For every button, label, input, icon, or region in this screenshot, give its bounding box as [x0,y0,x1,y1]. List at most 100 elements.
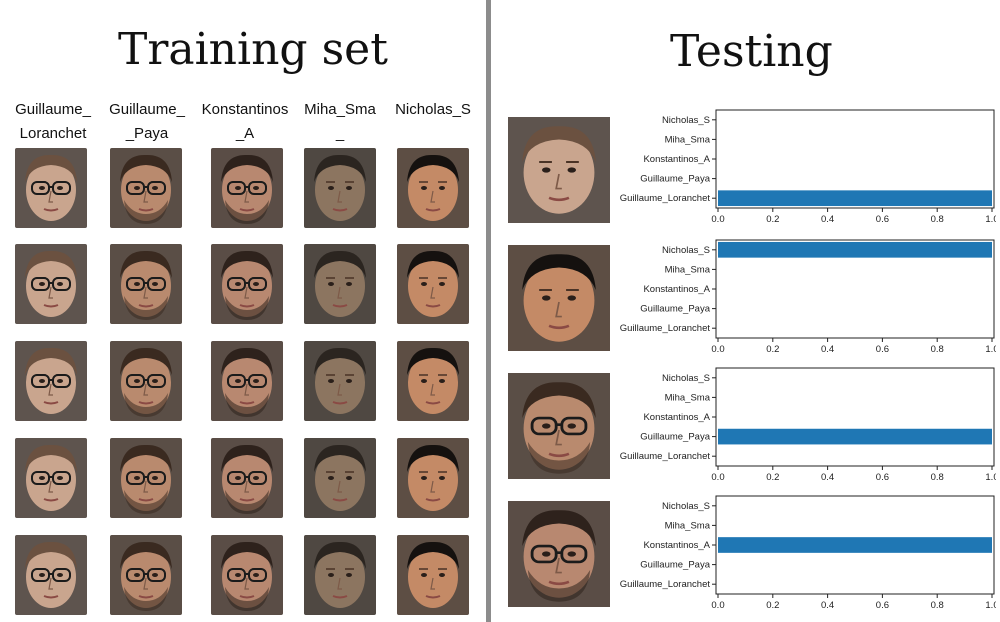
prediction-bar-chart: Guillaume_Loranchet Guillaume_Paya Konstan… [620,366,996,484]
y-tick-label: Guillaume_Paya [640,560,710,571]
y-tick-label: Guillaume_Paya [640,174,710,185]
y-tick-label: Nicholas_S [662,115,710,126]
y-tick-label: Konstantinos_A [643,154,710,165]
x-tick-label: 0.0 [711,600,724,611]
prediction-chart-svg: Guillaume_Loranchet Guillaume_Paya Konstan… [620,495,996,611]
face-image [304,341,376,421]
face-image [15,341,87,421]
face-image [211,148,283,228]
test-face-photo [508,245,610,351]
x-tick-label: 0.4 [821,472,834,483]
face-image [397,535,469,615]
face-image [110,244,182,324]
face-image [110,438,182,518]
x-tick-label: 0.0 [711,214,724,225]
panel-divider [486,0,491,622]
prediction-chart-svg: Guillaume_Loranchet Guillaume_Paya Konstan… [620,367,996,483]
test-face-photo [508,501,610,607]
training-face-photo [15,244,87,324]
training-face-photo [211,341,283,421]
face-image [304,244,376,324]
prediction-chart-svg: Guillaume_Loranchet Guillaume_Paya Konstan… [620,109,996,225]
face-image [397,438,469,518]
training-set-title: Training set [118,24,388,75]
x-tick-label: 1.0 [985,472,996,483]
y-tick-label: Guillaume_Loranchet [620,323,710,334]
testing-title: Testing [670,26,833,77]
training-face-photo [304,438,376,518]
y-tick-label: Nicholas_S [662,245,710,256]
face-image [508,117,610,223]
x-tick-label: 0.4 [821,344,834,355]
training-face-photo [110,148,182,228]
training-face-photo [110,438,182,518]
x-tick-label: 0.2 [766,344,779,355]
test-face-photo [508,117,610,223]
y-tick-label: Miha_Sma [665,134,711,145]
class-label: Konstantinos _A [201,101,289,142]
y-tick-label: Konstantinos_A [643,284,710,295]
y-tick-label: Nicholas_S [662,501,710,512]
x-tick-label: 0.6 [876,344,889,355]
face-image [211,341,283,421]
face-image [110,148,182,228]
face-image [397,148,469,228]
class-label: Guillaume_ _Paya [109,101,185,142]
face-image [304,148,376,228]
x-tick-label: 1.0 [985,600,996,611]
training-face-photo [211,438,283,518]
bar [718,428,992,445]
y-tick-label: Nicholas_S [662,373,710,384]
prediction-bar-chart: Guillaume_Loranchet Guillaume_Paya Konstan… [620,494,996,612]
prediction-bar-chart: Guillaume_Loranchet Guillaume_Paya Konstan… [620,108,996,226]
training-face-photo [15,535,87,615]
face-image [15,148,87,228]
x-tick-label: 0.8 [931,600,944,611]
x-tick-label: 0.4 [821,214,834,225]
training-face-photo [304,535,376,615]
training-face-photo [211,148,283,228]
face-image [110,341,182,421]
x-tick-label: 0.6 [876,472,889,483]
y-tick-label: Guillaume_Paya [640,432,710,443]
face-image [508,245,610,351]
x-tick-label: 0.8 [931,344,944,355]
y-tick-label: Miha_Sma [665,520,711,531]
plot-frame [715,367,995,467]
face-image [110,535,182,615]
training-face-photo [397,148,469,228]
training-face-photo [110,341,182,421]
x-tick-label: 0.2 [766,600,779,611]
y-tick-label: Konstantinos_A [643,540,710,551]
class-label: Guillaume_ Loranchet [15,101,91,142]
face-image [211,535,283,615]
bar [718,537,992,553]
class-label: Nicholas_S [395,101,471,118]
training-face-photo [15,341,87,421]
face-image [304,535,376,615]
face-image [304,438,376,518]
x-tick-label: 0.2 [766,214,779,225]
test-face-photo [508,373,610,479]
x-tick-label: 0.4 [821,600,834,611]
training-face-photo [15,148,87,228]
face-image [397,244,469,324]
face-image [15,535,87,615]
y-tick-label: Konstantinos_A [643,412,710,423]
face-image [508,501,610,607]
x-tick-label: 0.8 [931,472,944,483]
face-image [15,438,87,518]
face-image [15,244,87,324]
training-face-photo [211,535,283,615]
x-tick-label: 1.0 [985,214,996,225]
y-tick-label: Guillaume_Loranchet [620,193,710,204]
training-face-photo [110,535,182,615]
x-tick-label: 1.0 [985,344,996,355]
y-tick-label: Miha_Sma [665,264,711,275]
training-face-photo [397,438,469,518]
training-face-photo [397,535,469,615]
prediction-bar-chart: Guillaume_Loranchet Guillaume_Paya Konstan… [620,238,996,356]
training-face-photo [397,341,469,421]
training-face-photo [304,341,376,421]
x-tick-label: 0.8 [931,214,944,225]
